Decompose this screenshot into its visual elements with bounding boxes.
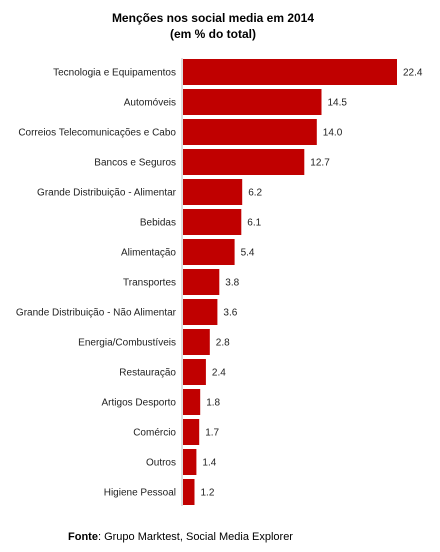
value-label-5: 6.1 [247, 218, 261, 229]
category-label-11: Artigos Desporto [102, 398, 177, 409]
value-label-1: 14.5 [328, 98, 348, 109]
category-label-4: Grande Distribuição - Alimentar [37, 188, 177, 199]
category-label-14: Higiene Pessoal [104, 488, 176, 499]
bar-12 [183, 419, 200, 445]
source-text: : Grupo Marktest, Social Media Explorer [98, 531, 293, 543]
chart-source: Fonte: Grupo Marktest, Social Media Expl… [68, 531, 293, 543]
value-label-4: 6.2 [248, 188, 262, 199]
value-label-7: 3.8 [225, 278, 239, 289]
bar-3 [183, 149, 305, 175]
category-label-10: Restauração [119, 368, 176, 379]
chart-subtitle: (em % do total) [170, 27, 256, 41]
bars-group: Tecnologia e Equipamentos 22.4 Automóveis 1… [16, 59, 423, 505]
category-label-12: Comércio [133, 428, 176, 439]
value-label-11: 1.8 [206, 398, 220, 409]
value-label-14: 1.2 [201, 488, 215, 499]
value-label-10: 2.4 [212, 368, 226, 379]
bar-11 [183, 389, 201, 415]
value-label-2: 14.0 [323, 128, 343, 139]
bar-4 [183, 179, 243, 205]
bar-14 [183, 479, 195, 505]
category-label-5: Bebidas [140, 218, 176, 229]
bar-5 [183, 209, 242, 235]
source-label: Fonte [68, 531, 98, 543]
bar-9 [183, 329, 210, 355]
category-label-1: Automóveis [124, 98, 176, 109]
category-label-2: Correios Telecomunicações e Cabo [18, 128, 176, 139]
category-label-6: Alimentação [121, 248, 176, 259]
value-label-9: 2.8 [216, 338, 230, 349]
bar-0 [183, 59, 397, 85]
value-label-12: 1.7 [205, 428, 219, 439]
bar-10 [183, 359, 206, 385]
category-label-0: Tecnologia e Equipamentos [53, 68, 176, 79]
bar-13 [183, 449, 197, 475]
category-label-7: Transportes [123, 278, 176, 289]
bar-8 [183, 299, 218, 325]
bar-6 [183, 239, 235, 265]
value-label-3: 12.7 [310, 158, 330, 169]
bar-2 [183, 119, 317, 145]
category-label-9: Energia/Combustíveis [78, 338, 176, 349]
value-label-13: 1.4 [202, 458, 216, 469]
category-label-13: Outros [146, 458, 176, 469]
bar-7 [183, 269, 220, 295]
chart-title: Menções nos social media em 2014 [112, 11, 314, 25]
value-label-8: 3.6 [223, 308, 237, 319]
value-label-0: 22.4 [403, 68, 423, 79]
category-label-8: Grande Distribuição - Não Alimentar [16, 308, 177, 319]
value-label-6: 5.4 [241, 248, 255, 259]
category-label-3: Bancos e Seguros [94, 158, 176, 169]
bar-1 [183, 89, 322, 115]
